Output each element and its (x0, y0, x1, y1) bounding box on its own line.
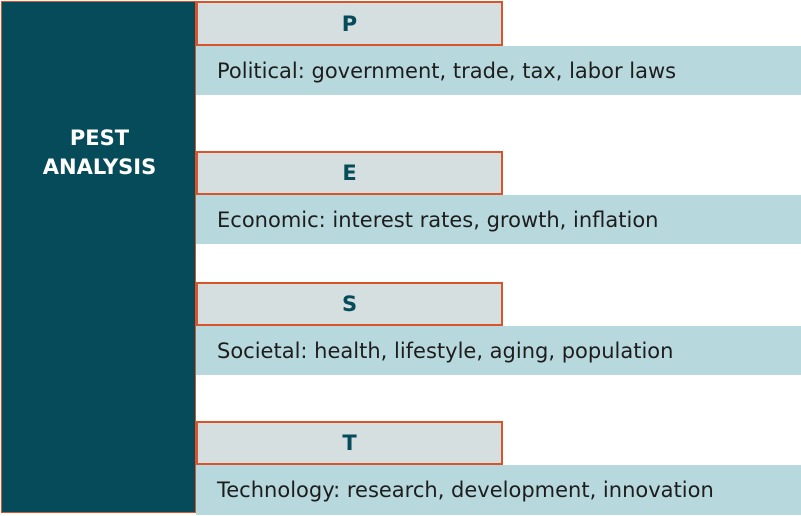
letter-box-s: S (196, 282, 503, 326)
letter-box-t: T (196, 421, 503, 465)
letter-box-e: E (196, 151, 503, 195)
description-societal: Societal: health, lifestyle, aging, popu… (196, 326, 801, 375)
description-political: Political: government, trade, tax, labor… (196, 46, 801, 95)
description-technology: Technology: research, development, innov… (196, 465, 801, 515)
pest-analysis-title: PEST ANALYSIS (2, 124, 197, 182)
letter-box-p: P (196, 1, 503, 46)
title-line-1: PEST (69, 126, 130, 150)
title-line-2: ANALYSIS (42, 155, 157, 179)
pest-analysis-box: PEST ANALYSIS (1, 1, 196, 513)
description-economic: Economic: interest rates, growth, inflat… (196, 195, 801, 244)
